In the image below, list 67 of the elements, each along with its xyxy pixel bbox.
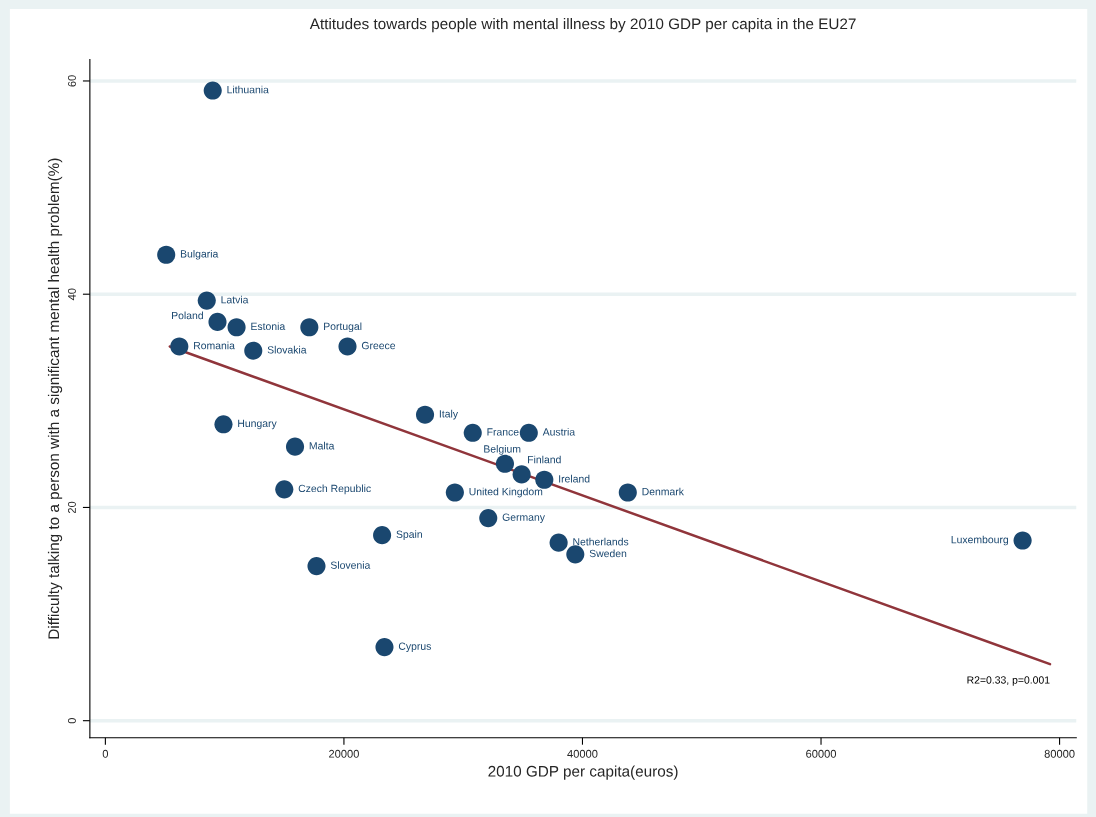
- point: [170, 337, 189, 356]
- annotation: Portugal: [324, 322, 362, 333]
- point: [157, 245, 176, 264]
- annotation: Estonia: [251, 322, 286, 331]
- x-tick-label: 80000: [1044, 749, 1075, 758]
- point: [549, 533, 568, 552]
- annotation: R2=0.33, p=0.001: [967, 676, 1050, 686]
- point: [535, 470, 554, 489]
- annotation: Lithuania: [227, 85, 269, 94]
- point: [512, 465, 531, 484]
- x-tick-label: 40000: [567, 749, 598, 758]
- annotation: Bulgaria: [180, 249, 219, 260]
- y-axis-title: Difficulty talking to a person with a significant mental health problem(%): [47, 158, 63, 639]
- point: [463, 423, 482, 442]
- x-tick-label: 20000: [329, 749, 359, 758]
- annotation: Slovakia: [267, 345, 307, 354]
- point: [566, 545, 585, 564]
- annotation: Latvia: [221, 295, 249, 304]
- point: [275, 480, 294, 499]
- y-tick-label: 40: [68, 288, 76, 301]
- annotation: Italy: [439, 409, 459, 420]
- y-tick-label: 20: [68, 501, 76, 514]
- point: [214, 415, 233, 434]
- annotation: Malta: [309, 441, 335, 450]
- point: [519, 423, 538, 442]
- point: [285, 437, 305, 456]
- annotation: Belgium: [484, 444, 521, 455]
- point: [415, 405, 435, 424]
- annotation: Germany: [502, 513, 545, 523]
- annotation: Finland: [528, 455, 561, 464]
- point: [338, 337, 357, 356]
- point: [1013, 531, 1032, 550]
- chart-title: Attitudes towards people with mental illness by 2010 GDP per capita in the EU27: [309, 18, 856, 33]
- annotation: Poland: [172, 311, 203, 320]
- annotation: Czech Republic: [298, 484, 371, 495]
- point: [479, 509, 498, 528]
- point: [307, 557, 326, 576]
- annotation: Sweden: [589, 549, 627, 558]
- annotation: Netherlands: [573, 537, 629, 546]
- point: [495, 454, 514, 473]
- annotation: Greece: [361, 341, 396, 350]
- annotation: Hungary: [238, 419, 277, 430]
- point: [244, 341, 263, 360]
- y-tick-label: 0: [68, 718, 76, 724]
- annotation: France: [487, 428, 519, 436]
- annotation: United Kingdom: [469, 487, 543, 498]
- point: [375, 638, 394, 657]
- annotation: Luxembourg: [951, 535, 1009, 546]
- annotation: Spain: [396, 530, 422, 541]
- annotation: Austria: [542, 427, 576, 436]
- annotation: Cyprus: [398, 642, 431, 652]
- y-tick-label: 60: [68, 75, 76, 87]
- x-axis-title: 2010 GDP per capita(euros): [488, 765, 678, 780]
- point: [618, 483, 637, 502]
- point: [208, 312, 227, 331]
- point: [197, 291, 216, 310]
- point: [373, 526, 392, 545]
- annotation: Denmark: [642, 487, 684, 496]
- annotation: Ireland: [559, 474, 590, 483]
- x-tick-label: 0: [102, 749, 109, 758]
- x-tick-label: 60000: [806, 749, 837, 758]
- point: [300, 318, 319, 337]
- point: [227, 318, 246, 337]
- point: [203, 81, 222, 100]
- annotation: Romania: [194, 341, 235, 350]
- annotation: Slovenia: [330, 561, 371, 569]
- point: [445, 483, 464, 502]
